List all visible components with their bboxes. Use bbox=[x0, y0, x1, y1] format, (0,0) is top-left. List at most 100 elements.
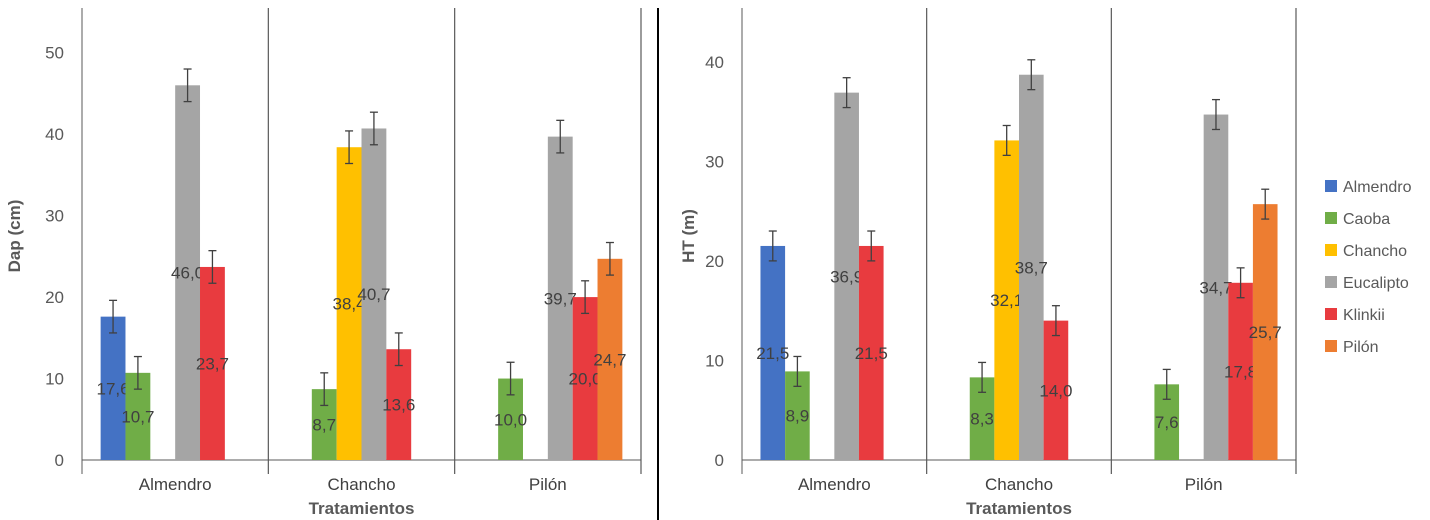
x-axis-title: Tratamientos bbox=[966, 499, 1072, 518]
data-label: 13,6 bbox=[382, 396, 415, 415]
error-bar bbox=[320, 372, 329, 407]
bar-pilon-pilon bbox=[1252, 204, 1278, 460]
bar-klinkii-chancho bbox=[386, 349, 412, 460]
chart-ht: 0 10 20 30 40 Almendro Chancho Pilón HT (m) Trata… bbox=[679, 8, 1297, 518]
data-label: 34,7 bbox=[1199, 278, 1232, 297]
data-label: 39,7 bbox=[544, 289, 577, 308]
y-tick-label: 40 bbox=[45, 125, 64, 144]
y-tick-label: 0 bbox=[55, 451, 64, 470]
data-label: 21,5 bbox=[855, 344, 888, 363]
legend-item-caoba: Caoba bbox=[1325, 211, 1390, 228]
bar-pilon-pilon bbox=[597, 258, 623, 460]
error-bar bbox=[1051, 305, 1060, 337]
legend-swatch bbox=[1325, 244, 1337, 256]
error-bar bbox=[605, 241, 614, 276]
bar-chancho-chancho bbox=[994, 140, 1019, 460]
y-tick-label: 10 bbox=[45, 370, 64, 389]
legend-item-almendro: Almendro bbox=[1325, 179, 1412, 196]
legend-item-klinkii: Klinkii bbox=[1325, 307, 1385, 324]
data-label: 36,9 bbox=[830, 267, 863, 286]
x-tick-label: Pilón bbox=[1185, 475, 1223, 494]
data-label: 17,8 bbox=[1224, 362, 1257, 381]
legend-swatch bbox=[1325, 180, 1337, 192]
bar-eucalipto-chancho bbox=[1019, 74, 1044, 460]
x-tick-label: Almendro bbox=[798, 475, 871, 494]
data-label: 14,0 bbox=[1039, 381, 1072, 400]
bar-almendro-almendro bbox=[100, 316, 126, 460]
error-bar bbox=[793, 355, 802, 387]
chart-dap: 0 10 20 30 40 50 Almendro Chancho Pilón Dap (cm) T… bbox=[5, 8, 642, 518]
y-tick-label: 40 bbox=[705, 53, 724, 72]
x-axis-title: Tratamientos bbox=[309, 499, 415, 518]
error-bar bbox=[842, 77, 851, 109]
bar-eucalipto-almendro bbox=[834, 92, 859, 460]
bar-eucalipto-almendro bbox=[175, 85, 201, 461]
data-label: 38,7 bbox=[1015, 258, 1048, 277]
error-bar bbox=[1236, 267, 1245, 299]
error-bar bbox=[369, 111, 378, 146]
error-bar bbox=[556, 119, 565, 154]
y-tick-label: 20 bbox=[705, 252, 724, 271]
legend-item-chancho: Chancho bbox=[1325, 243, 1407, 260]
bar-chancho-chancho bbox=[336, 147, 362, 460]
error-bar bbox=[208, 250, 217, 284]
data-label: 32,1 bbox=[990, 291, 1023, 310]
data-label: 8,9 bbox=[786, 407, 810, 426]
error-bar bbox=[1027, 59, 1036, 91]
data-label: 40,7 bbox=[357, 285, 390, 304]
x-tick-label: Chancho bbox=[985, 475, 1053, 494]
bar-almendro-almendro bbox=[760, 245, 786, 460]
legend-item-eucalipto: Eucalipto bbox=[1325, 275, 1409, 292]
y-tick-label: 50 bbox=[45, 44, 64, 63]
data-label: 25,7 bbox=[1249, 323, 1282, 342]
legend-label: Klinkii bbox=[1343, 307, 1385, 324]
data-label: 10,7 bbox=[121, 407, 154, 426]
data-label: 7,6 bbox=[1155, 413, 1179, 432]
error-bar bbox=[394, 332, 403, 367]
x-tick-label: Chancho bbox=[327, 475, 395, 494]
data-label: 8,7 bbox=[312, 416, 336, 435]
error-bar bbox=[768, 230, 777, 262]
data-label: 10,0 bbox=[494, 410, 527, 429]
error-bar bbox=[867, 230, 876, 262]
bar-klinkii-pilon bbox=[1228, 282, 1253, 460]
y-tick-label: 0 bbox=[715, 451, 724, 470]
data-label: 8,3 bbox=[970, 410, 994, 429]
legend-label: Pilón bbox=[1343, 339, 1379, 356]
legend-swatch bbox=[1325, 276, 1337, 288]
error-bar bbox=[1261, 188, 1270, 220]
data-label: 46,0 bbox=[171, 264, 204, 283]
error-bar bbox=[978, 361, 987, 393]
x-tick-label: Pilón bbox=[529, 475, 567, 494]
bar-klinkii-chancho bbox=[1043, 320, 1069, 460]
bar-klinkii-pilon bbox=[572, 297, 598, 460]
error-bar bbox=[133, 355, 142, 390]
legend: Almendro Caoba Chancho Eucalipto Klinkii Piló… bbox=[1325, 179, 1412, 356]
legend-label: Caoba bbox=[1343, 211, 1390, 228]
legend-label: Chancho bbox=[1343, 243, 1407, 260]
data-label: 24,7 bbox=[593, 350, 626, 369]
legend-swatch bbox=[1325, 212, 1337, 224]
bar-klinkii-almendro bbox=[200, 266, 225, 460]
bar-eucalipto-pilon bbox=[547, 136, 573, 460]
legend-item-pilon: Pilón bbox=[1325, 339, 1379, 356]
legend-swatch bbox=[1325, 340, 1337, 352]
data-label: 20,0 bbox=[569, 370, 602, 389]
error-bar bbox=[345, 130, 354, 165]
legend-swatch bbox=[1325, 308, 1337, 320]
error-bar bbox=[506, 361, 515, 396]
y-axis-title: HT (m) bbox=[679, 209, 698, 263]
x-tick-label: Almendro bbox=[139, 475, 212, 494]
data-label: 17,6 bbox=[97, 379, 130, 398]
legend-label: Eucalipto bbox=[1343, 275, 1409, 292]
data-label: 38,4 bbox=[333, 295, 366, 314]
y-tick-label: 20 bbox=[45, 288, 64, 307]
error-bar bbox=[581, 280, 590, 315]
legend-label: Almendro bbox=[1343, 179, 1412, 196]
data-label: 21,5 bbox=[756, 344, 789, 363]
error-bar bbox=[1002, 124, 1011, 157]
data-label: 23,7 bbox=[196, 354, 229, 373]
y-tick-label: 30 bbox=[705, 152, 724, 171]
error-bar bbox=[109, 299, 118, 334]
y-tick-label: 10 bbox=[705, 351, 724, 370]
